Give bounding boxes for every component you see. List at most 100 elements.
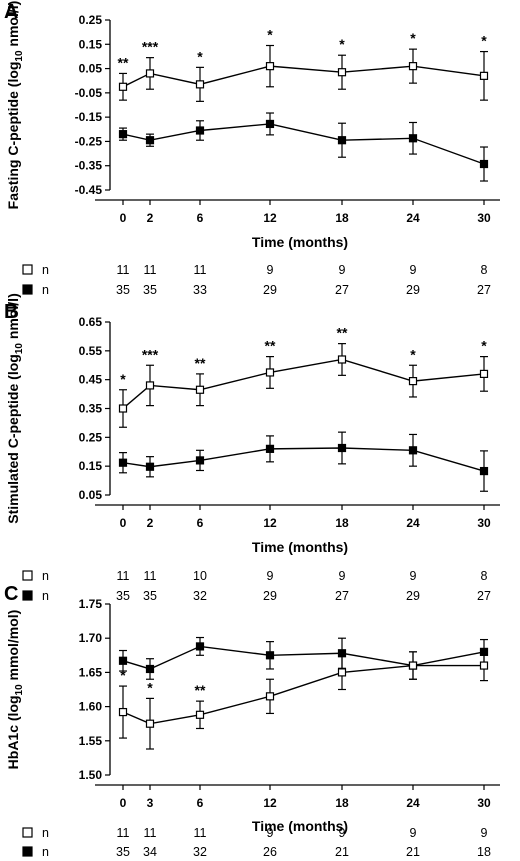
y-tick-label: 1.75: [79, 597, 103, 611]
n-count: 29: [263, 283, 277, 297]
n-count: 9: [339, 263, 346, 277]
series-line: [122, 358, 485, 410]
panel-letter: B: [4, 301, 18, 323]
y-axis-label-main: Fasting C-peptide (log: [5, 62, 21, 210]
n-count: 11: [117, 569, 130, 583]
x-axis-label: Time (months): [252, 539, 348, 555]
y-axis-label-subscript: 10: [14, 684, 25, 696]
x-tick-label: 12: [263, 516, 277, 530]
y-tick-label: 1.50: [79, 768, 103, 782]
x-tick-label: 0: [120, 211, 127, 225]
data-point: [265, 651, 275, 660]
x-tick-label: 30: [477, 211, 491, 225]
significance-mark: *: [339, 36, 345, 52]
significance-mark: *: [481, 33, 487, 49]
y-tick-label: 1.65: [79, 665, 103, 679]
y-tick-label: 0.45: [79, 373, 103, 387]
data-point: [265, 62, 275, 71]
n-count: 9: [410, 569, 417, 583]
data-point: [118, 707, 128, 717]
y-axis-label-subscript: 10: [14, 50, 25, 62]
significance-mark: *: [410, 30, 416, 46]
n-count: 35: [116, 589, 130, 603]
n-count: 11: [144, 569, 157, 583]
n-count: 9: [339, 826, 346, 840]
y-tick-label: -0.15: [75, 110, 103, 124]
data-point: [337, 355, 347, 364]
x-tick-label: 2: [147, 211, 154, 225]
n-count: 10: [193, 569, 207, 583]
x-tick-label: 30: [477, 796, 491, 810]
n-row-marker: [22, 590, 33, 601]
y-axis-label: Stimulated C-peptide (log10 nmol/l): [5, 293, 25, 523]
x-tick-label: 24: [406, 796, 420, 810]
n-count: 8: [481, 569, 488, 583]
data-point: [337, 668, 347, 677]
y-tick-label: 1.70: [79, 631, 103, 645]
y-tick-label: -0.45: [75, 183, 103, 197]
data-point: [145, 719, 155, 728]
n-count: 8: [481, 263, 488, 277]
x-tick-label: 6: [197, 796, 204, 810]
data-point: [265, 444, 275, 453]
significance-mark: **: [337, 325, 348, 341]
n-count: 21: [406, 845, 420, 859]
data-point: [479, 71, 489, 80]
y-axis-label-subscript: 10: [14, 343, 25, 355]
data-point: [479, 159, 489, 169]
n-count: 11: [117, 826, 130, 840]
data-point: [195, 456, 205, 465]
significance-mark: ***: [142, 39, 159, 55]
chart-panel-a: A 0.25 0.15 0.05 -0.05 -0.15 -0.25 -0.35 -0.45 Fa…: [4, 1, 500, 297]
x-tick-label: 0: [120, 516, 127, 530]
chart-panel-b: B 0.65 0.55 0.45 0.35 0.25 0.15 0.05 Stimulated …: [4, 293, 500, 603]
data-point: [337, 136, 347, 145]
n-count: 9: [410, 826, 417, 840]
n-count: 35: [143, 589, 157, 603]
data-point: [145, 136, 155, 145]
data-point: [118, 130, 128, 139]
y-axis-label-main: Stimulated C-peptide (log: [5, 354, 21, 524]
n-count: 34: [143, 845, 157, 859]
data-point: [195, 642, 205, 651]
x-tick-label: 6: [197, 516, 204, 530]
n-row-marker: [22, 284, 33, 295]
n-count: 11: [194, 826, 207, 840]
data-point: [195, 126, 205, 135]
n-count: 32: [193, 589, 207, 603]
data-point: [195, 385, 205, 394]
y-tick-label: 0.25: [79, 13, 103, 27]
n-count: 9: [410, 263, 417, 277]
n-count: 35: [116, 283, 130, 297]
series-filled: [118, 112, 489, 182]
data-point: [479, 466, 489, 476]
significance-mark: *: [410, 346, 416, 362]
data-point: [145, 381, 155, 390]
chart-panel-c: C 1.75 1.70 1.65 1.60 1.55 1.50 HbA1c (log10 mm…: [4, 583, 500, 859]
n-count: 26: [263, 845, 277, 859]
y-tick-label: 0.55: [79, 344, 103, 358]
y-axis-label-end: mmol/mol): [5, 610, 21, 685]
data-point: [408, 661, 418, 670]
x-tick-label: 2: [147, 516, 154, 530]
y-tick-label: -0.35: [75, 159, 103, 173]
x-tick-label: 12: [263, 211, 277, 225]
series-line: [122, 664, 484, 725]
n-count: 33: [193, 283, 207, 297]
n-count: 29: [406, 589, 420, 603]
significance-mark: **: [195, 682, 206, 698]
x-axis-label: Time (months): [252, 234, 348, 250]
data-point: [118, 404, 128, 413]
x-tick-label: 6: [197, 211, 204, 225]
y-tick-label: 1.55: [79, 734, 103, 748]
data-point: [265, 119, 275, 129]
series-open: [118, 343, 489, 428]
data-point: [195, 710, 205, 719]
n-count: 27: [477, 589, 491, 603]
y-axis-label: Fasting C-peptide (log10 nmol/l): [5, 1, 25, 210]
y-axis-label-end: nmol/l): [5, 1, 21, 51]
n-row-label: n: [42, 589, 49, 603]
data-point: [145, 69, 155, 78]
series-open: [118, 44, 489, 102]
